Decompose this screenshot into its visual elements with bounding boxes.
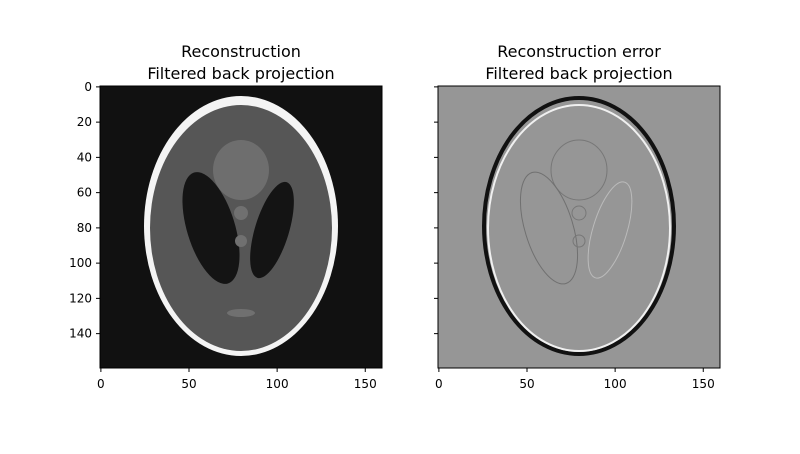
image-reconstruction: [100, 86, 382, 368]
y-tick-label: 20: [77, 115, 92, 129]
x-tick-label: 50: [519, 377, 534, 391]
y-tick-label: 60: [77, 186, 92, 200]
axes-title: Reconstruction error: [497, 42, 661, 61]
axes-title: Filtered back projection: [485, 64, 672, 83]
axes-title: Filtered back projection: [147, 64, 334, 83]
y-tick-label: 0: [84, 80, 92, 94]
y-tick-label: 80: [77, 221, 92, 235]
axes-frame: [437, 85, 721, 369]
y-tick-label: 120: [69, 291, 92, 305]
y-tick-label: 40: [77, 150, 92, 164]
x-tick-label: 100: [266, 377, 289, 391]
image-error: [438, 86, 720, 368]
x-tick-label: 150: [354, 377, 377, 391]
y-tick-label: 140: [69, 327, 92, 341]
x-tick-label: 0: [435, 377, 443, 391]
x-tick-label: 0: [97, 377, 105, 391]
x-tick-label: 100: [604, 377, 627, 391]
x-tick-label: 50: [181, 377, 196, 391]
axes-title: Reconstruction: [181, 42, 301, 61]
x-tick-label: 150: [692, 377, 715, 391]
axes-frame: [99, 85, 383, 369]
y-tick-label: 100: [69, 256, 92, 270]
